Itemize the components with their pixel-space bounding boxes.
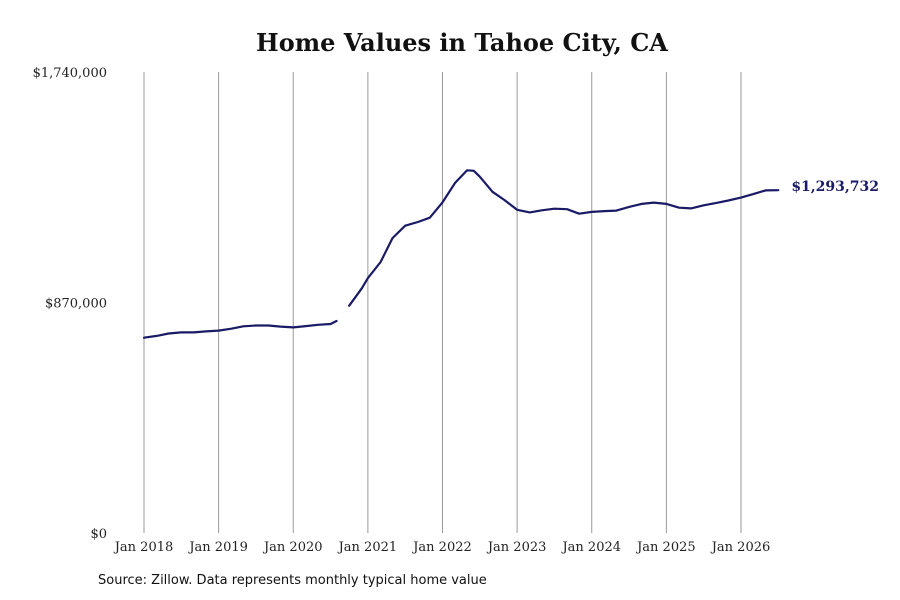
- y-tick-label: $1,740,000: [33, 66, 107, 81]
- y-axis-ticks: $0 $870,000 $1,740,000: [33, 66, 107, 542]
- y-tick-label: $0: [90, 527, 107, 542]
- x-tick-label: Jan 2024: [560, 540, 621, 555]
- x-axis-ticks: Jan 2018 Jan 2019 Jan 2020 Jan 2021 Jan 2022…: [113, 540, 771, 555]
- y-tick-label: $870,000: [45, 297, 107, 312]
- series-line-segment-1: [348, 169, 780, 307]
- x-tick-label: Jan 2022: [411, 540, 472, 555]
- x-tick-label: Jan 2026: [710, 540, 771, 555]
- x-tick-label: Jan 2021: [337, 540, 398, 555]
- x-tick-label: Jan 2019: [187, 540, 248, 555]
- x-tick-label: Jan 2023: [486, 540, 547, 555]
- series-line-segment-0: [142, 319, 338, 339]
- x-tick-label: Jan 2025: [635, 540, 696, 555]
- series-lines: [142, 169, 780, 339]
- x-tick-label: Jan 2018: [113, 540, 174, 555]
- last-value-label: $1,293,732: [791, 179, 879, 195]
- x-tick-label: Jan 2020: [262, 540, 323, 555]
- source-note: Source: Zillow. Data represents monthly …: [98, 573, 487, 588]
- gridlines: [143, 72, 742, 533]
- chart-title: Home Values in Tahoe City, CA: [256, 28, 668, 57]
